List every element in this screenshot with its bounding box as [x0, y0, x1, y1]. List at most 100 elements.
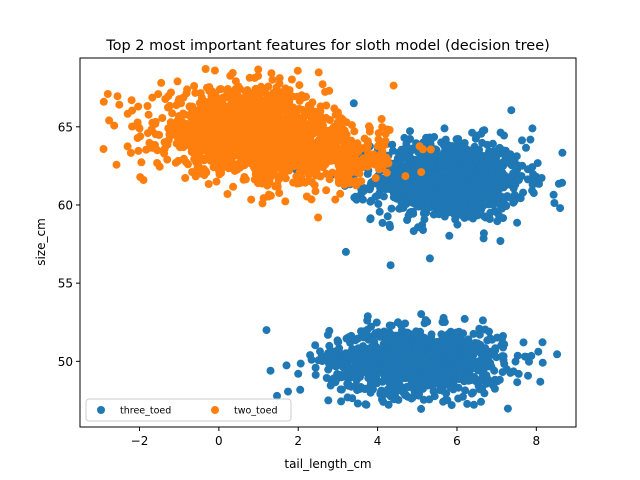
data-point [417, 310, 426, 319]
data-point [460, 314, 469, 323]
data-point [223, 190, 232, 198]
data-point [378, 218, 387, 227]
data-point [201, 146, 209, 155]
data-point [288, 112, 296, 121]
data-point [384, 400, 393, 409]
data-point [377, 386, 386, 395]
data-point [471, 154, 479, 163]
data-point [318, 357, 327, 365]
data-point [247, 195, 256, 204]
data-point [524, 371, 532, 380]
legend-label-three-toed: three_toed [120, 406, 171, 417]
data-point [480, 126, 489, 135]
data-point [375, 165, 383, 174]
legend-label-two-toed: two_toed [234, 406, 277, 417]
data-point [185, 102, 194, 111]
data-point [223, 147, 231, 156]
data-point [210, 121, 219, 130]
data-point [478, 370, 487, 378]
data-point [191, 88, 200, 97]
data-point [136, 132, 145, 141]
data-point [422, 133, 431, 142]
data-point [179, 154, 188, 163]
data-point [181, 174, 190, 182]
data-point [479, 229, 488, 238]
data-point [204, 180, 213, 188]
data-point [443, 338, 452, 347]
data-point [366, 197, 375, 206]
data-point [413, 341, 422, 349]
data-point [310, 181, 319, 190]
data-point [427, 181, 436, 190]
data-point [442, 377, 451, 386]
data-point [192, 158, 201, 167]
data-point [443, 396, 452, 405]
data-point [349, 99, 358, 108]
data-point [414, 202, 423, 211]
data-point [298, 105, 307, 114]
data-point [173, 77, 182, 86]
data-point [253, 91, 262, 99]
data-point [468, 375, 476, 384]
data-point [394, 169, 403, 178]
data-point [157, 78, 166, 87]
data-point [446, 383, 455, 392]
data-point [550, 199, 559, 207]
data-point [115, 100, 124, 109]
data-point [478, 316, 487, 325]
data-point [282, 361, 291, 370]
data-point [275, 93, 284, 102]
data-point [498, 368, 507, 377]
data-point [427, 158, 436, 167]
data-point [496, 237, 505, 245]
data-point [457, 166, 466, 175]
data-point [440, 142, 449, 151]
data-point [449, 151, 458, 160]
data-point [296, 169, 305, 178]
data-point [313, 149, 322, 158]
data-point [325, 86, 334, 95]
data-point [537, 174, 546, 182]
data-point [360, 350, 369, 358]
data-point [482, 190, 490, 199]
data-point [367, 343, 376, 352]
data-point [215, 170, 224, 179]
data-point [406, 127, 414, 136]
data-point [134, 102, 143, 111]
data-point [379, 192, 388, 201]
data-point [295, 81, 304, 90]
data-point [360, 134, 369, 143]
data-point [168, 109, 177, 118]
data-point [514, 176, 523, 184]
data-point [440, 318, 449, 327]
data-point [453, 204, 461, 213]
y-tick-label: 50 [58, 355, 73, 369]
data-point [263, 181, 272, 190]
data-point [382, 153, 391, 162]
data-point [344, 152, 352, 161]
data-point [452, 328, 461, 337]
data-point [336, 189, 345, 198]
data-point [239, 175, 248, 184]
data-point [273, 128, 282, 137]
data-point [459, 175, 467, 184]
data-point [128, 106, 137, 115]
data-point [538, 358, 547, 367]
data-point [243, 86, 252, 95]
data-point [229, 152, 238, 161]
data-point [275, 74, 284, 83]
data-point [440, 212, 449, 221]
data-point [254, 71, 263, 80]
data-point [419, 209, 428, 218]
data-point [448, 366, 457, 375]
data-point [420, 367, 429, 376]
data-point [158, 114, 167, 122]
data-point [289, 178, 298, 187]
data-point [405, 383, 414, 391]
y-tick-label: 60 [58, 198, 73, 212]
data-point [438, 386, 447, 395]
data-point [295, 175, 304, 184]
data-point [500, 340, 509, 349]
data-point [210, 66, 219, 75]
data-point [160, 138, 169, 147]
